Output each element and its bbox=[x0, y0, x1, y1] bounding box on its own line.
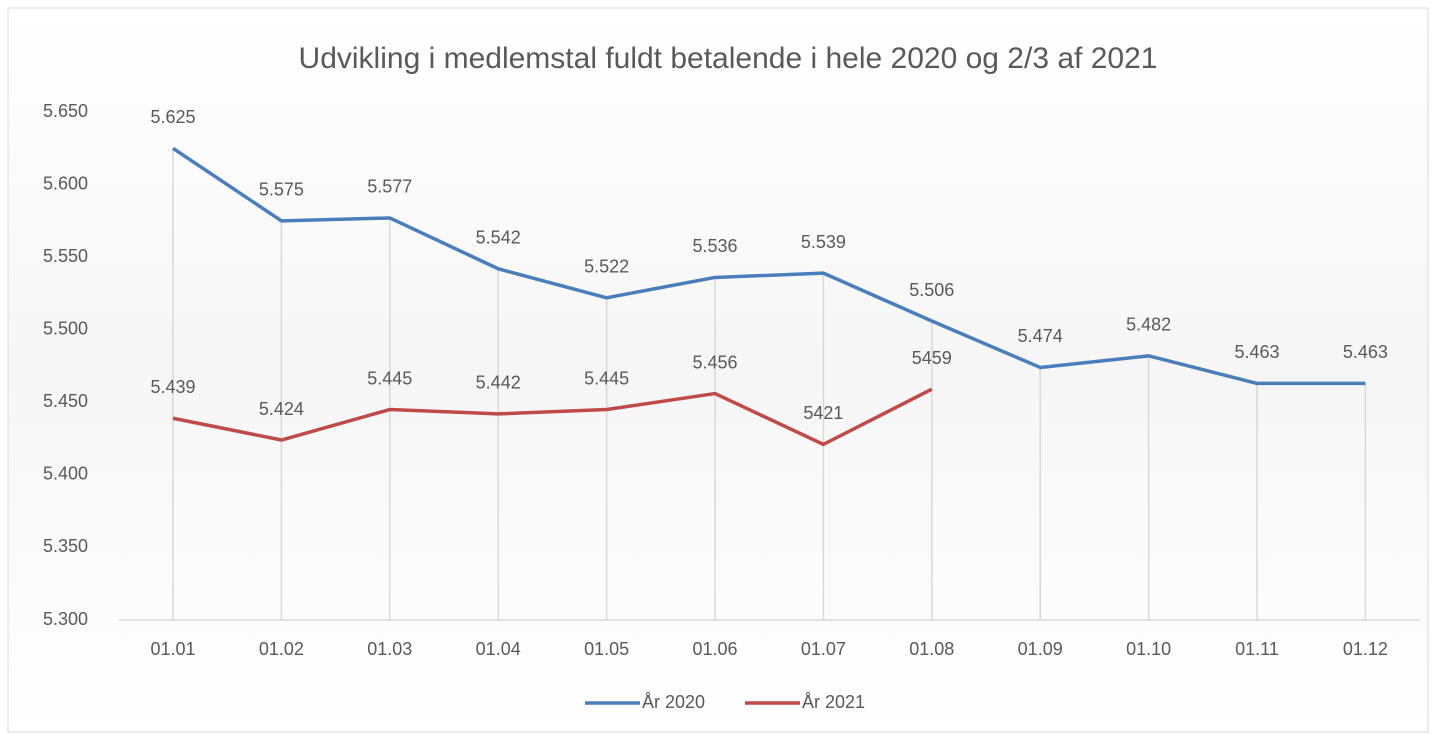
chart-frame bbox=[7, 7, 1429, 733]
y-tick-label: 5.400 bbox=[43, 464, 88, 484]
x-tick-label: 01.11 bbox=[1235, 639, 1279, 659]
y-tick-label: 5.450 bbox=[43, 391, 88, 411]
x-tick-label: 01.03 bbox=[367, 639, 412, 659]
y-tick-label: 5.500 bbox=[43, 318, 88, 338]
x-tick-label: 01.01 bbox=[150, 639, 195, 659]
series-line bbox=[172, 387, 933, 447]
data-label: 5.424 bbox=[259, 399, 304, 419]
y-tick-label: 5.300 bbox=[43, 609, 88, 629]
data-label: 5.456 bbox=[692, 352, 737, 372]
x-tick-label: 01.08 bbox=[909, 639, 954, 659]
legend-label: År 2020 bbox=[642, 692, 705, 712]
series-line bbox=[172, 146, 1366, 386]
chart-title: Udvikling i medlemstal fuldt betalende i… bbox=[299, 42, 1158, 75]
x-tick-label: 01.04 bbox=[476, 639, 521, 659]
data-label: 5459 bbox=[912, 348, 952, 368]
data-label: 5421 bbox=[803, 403, 843, 423]
data-label: 5.506 bbox=[909, 280, 954, 300]
data-label: 5.445 bbox=[584, 368, 629, 388]
x-tick-label: 01.10 bbox=[1126, 639, 1171, 659]
x-tick-label: 01.02 bbox=[259, 639, 304, 659]
data-label: 5.482 bbox=[1126, 315, 1171, 335]
data-label: 5.445 bbox=[367, 368, 412, 388]
y-tick-label: 5.550 bbox=[43, 246, 88, 266]
data-label: 5.575 bbox=[259, 180, 304, 200]
data-label: 5.539 bbox=[801, 232, 846, 252]
data-label: 5.439 bbox=[150, 377, 195, 397]
data-label: 5.577 bbox=[367, 177, 412, 197]
x-tick-label: 01.06 bbox=[692, 639, 737, 659]
x-tick-label: 01.07 bbox=[801, 639, 846, 659]
data-label: 5.463 bbox=[1343, 342, 1388, 362]
y-tick-label: 5.650 bbox=[43, 101, 88, 121]
data-label: 5.442 bbox=[476, 373, 521, 393]
x-tick-label: 01.12 bbox=[1343, 639, 1388, 659]
data-label: 5.542 bbox=[476, 228, 521, 248]
data-label: 5.474 bbox=[1018, 326, 1063, 346]
data-label: 5.522 bbox=[584, 257, 629, 277]
y-tick-label: 5.600 bbox=[43, 173, 88, 193]
y-tick-label: 5.350 bbox=[43, 536, 88, 556]
x-tick-label: 01.09 bbox=[1018, 639, 1063, 659]
data-label: 5.463 bbox=[1234, 342, 1279, 362]
data-label: 5.625 bbox=[150, 107, 195, 127]
x-tick-label: 01.05 bbox=[584, 639, 629, 659]
data-label: 5.536 bbox=[692, 236, 737, 256]
legend-label: År 2021 bbox=[802, 692, 865, 712]
